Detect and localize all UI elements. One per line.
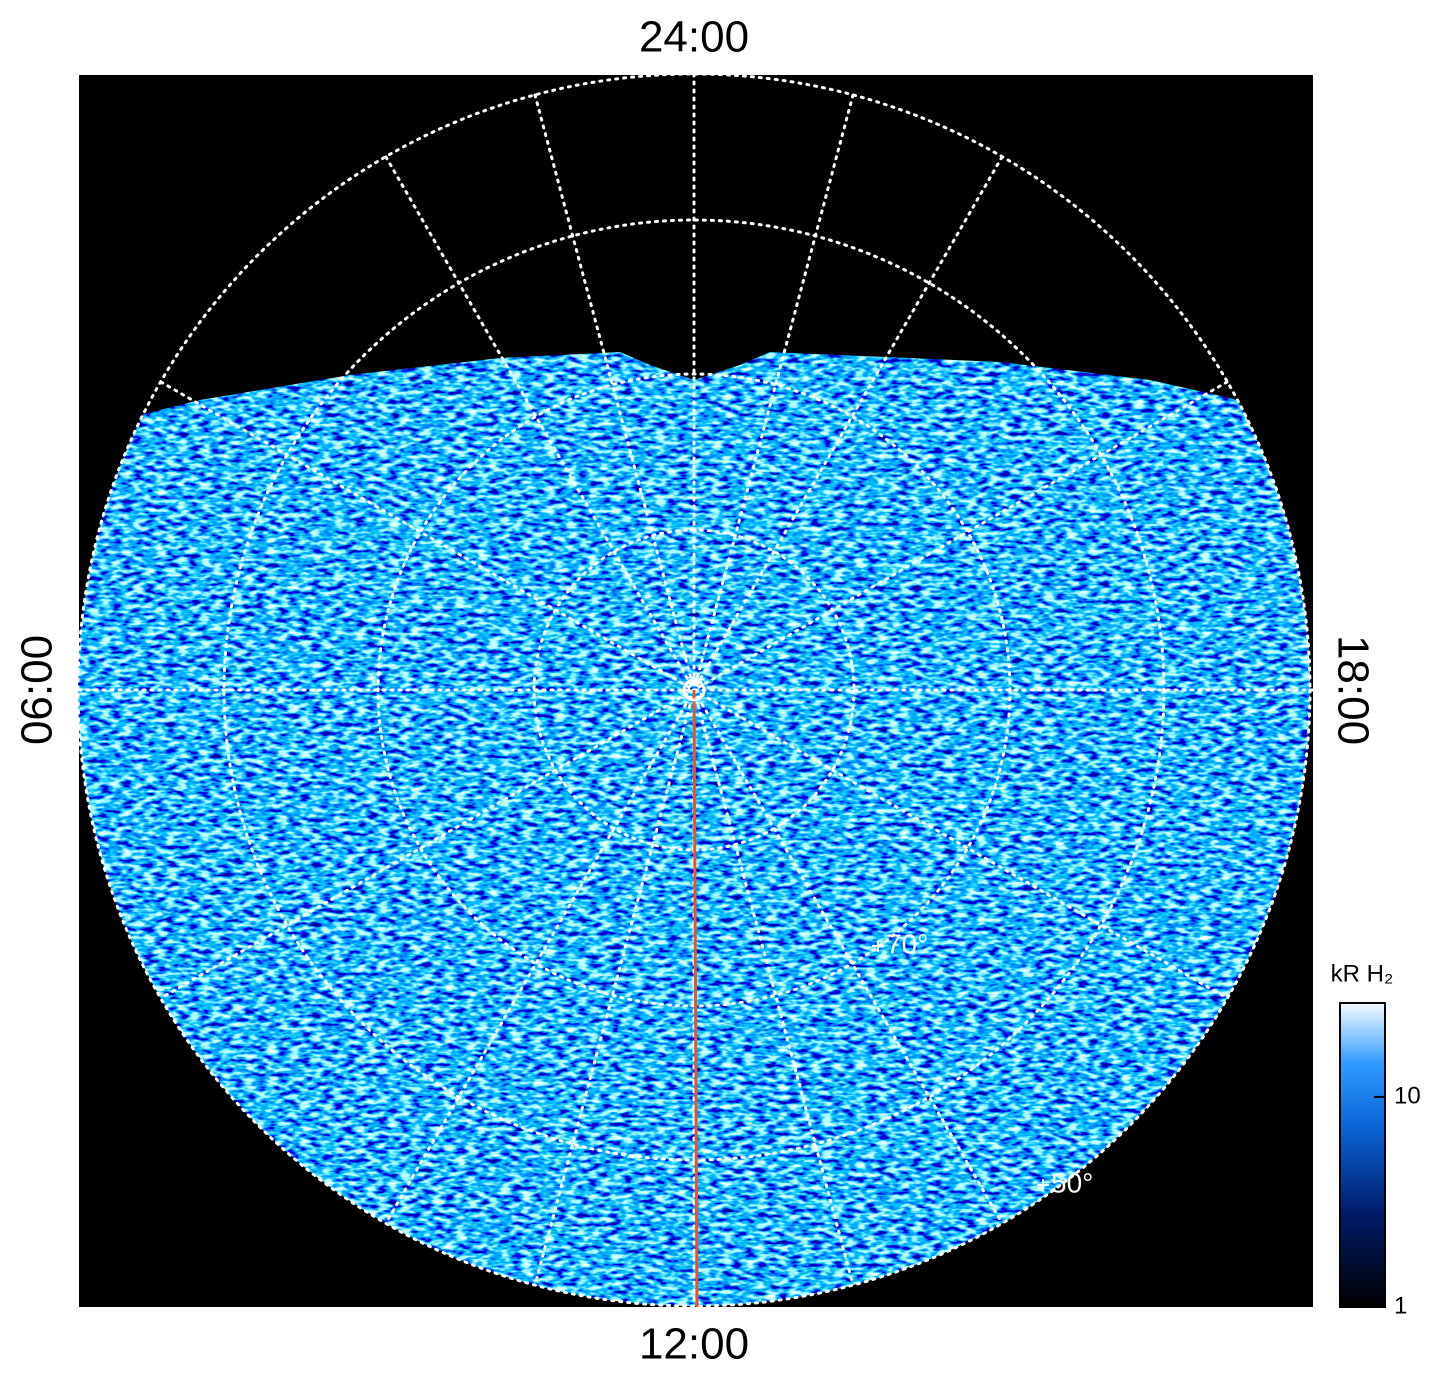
time-label: 18:00 xyxy=(1328,635,1377,745)
lat-label: 50° xyxy=(1051,1167,1093,1198)
time-label: 12:00 xyxy=(639,1320,749,1369)
time-label: 24:00 xyxy=(639,13,749,62)
lat-label: 70° xyxy=(886,928,928,959)
colorbar-title: kR H₂ xyxy=(1331,960,1394,987)
colorbar-tick-label: 10 xyxy=(1394,1082,1421,1109)
noon-line xyxy=(692,689,699,1308)
colorbar xyxy=(1339,1002,1386,1308)
lat-markers xyxy=(872,940,1049,1191)
lat-circle xyxy=(222,218,1166,1162)
pole-marker xyxy=(682,678,706,702)
time-label: 06:00 xyxy=(13,635,62,745)
colorbar-tick-label: 1 xyxy=(1394,1292,1407,1319)
